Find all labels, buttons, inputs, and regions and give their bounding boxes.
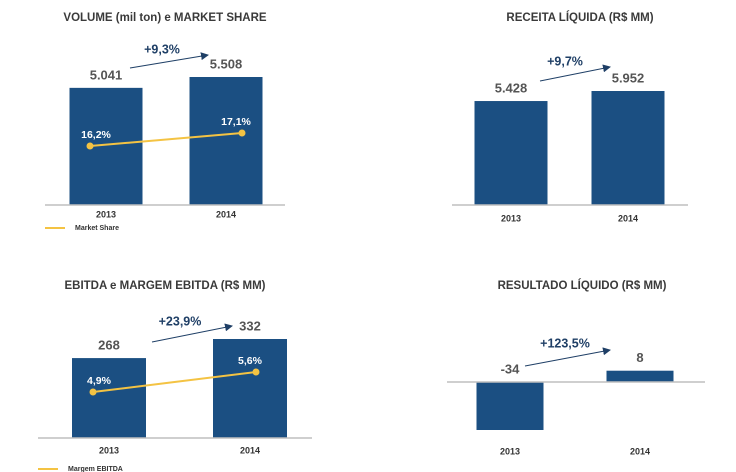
category-label: 2013: [501, 213, 521, 223]
bar: [606, 370, 674, 382]
line-value-label: 4,9%: [87, 375, 112, 387]
chart-title: RESULTADO LÍQUIDO (R$ MM): [498, 279, 667, 292]
line-point: [252, 368, 260, 376]
value-label: 5.952: [612, 70, 645, 85]
category-label: 2014: [240, 445, 260, 455]
bar: [189, 77, 263, 205]
category-label: 2014: [618, 213, 638, 223]
line-series: [92, 371, 257, 393]
category-label: 2014: [630, 446, 650, 456]
category-label: 2013: [96, 209, 116, 219]
growth-label: +9,3%: [144, 42, 180, 56]
bar: [69, 87, 143, 205]
value-label: 5.041: [90, 67, 123, 82]
value-label: 8: [636, 350, 643, 365]
value-label: 5.508: [210, 56, 243, 71]
bar: [476, 382, 544, 430]
bar: [72, 358, 146, 438]
growth-label: +9,7%: [547, 54, 583, 68]
bar: [591, 91, 665, 205]
value-label: -34: [501, 361, 521, 376]
growth-label: +123,5%: [540, 336, 590, 350]
category-label: 2013: [99, 445, 119, 455]
line-series: [89, 132, 243, 147]
line-value-label: 17,1%: [221, 116, 251, 128]
value-label: 268: [98, 338, 120, 353]
growth-arrow: [129, 52, 209, 69]
growth-arrow: [524, 347, 611, 367]
legend-label: Margem EBITDA: [68, 466, 123, 472]
legend-label: Market Share: [75, 225, 119, 232]
value-label: 5.428: [495, 80, 528, 95]
category-label: 2014: [216, 209, 236, 219]
line-value-label: 16,2%: [81, 129, 111, 141]
bar: [213, 339, 287, 438]
chart-title: RECEITA LÍQUIDA (R$ MM): [506, 11, 653, 24]
chart-title: VOLUME (mil ton) e MARKET SHARE: [63, 12, 266, 24]
growth-label: +23,9%: [159, 314, 202, 328]
category-label: 2013: [500, 446, 520, 456]
chart-title: EBITDA e MARGEM EBITDA (R$ MM): [64, 280, 265, 292]
line-point: [238, 129, 246, 137]
line-point: [86, 142, 94, 150]
bar: [474, 101, 548, 205]
growth-arrow: [151, 323, 233, 343]
line-value-label: 5,6%: [238, 355, 263, 367]
line-point: [89, 388, 97, 396]
value-label: 332: [239, 318, 261, 333]
growth-arrow: [539, 64, 611, 82]
